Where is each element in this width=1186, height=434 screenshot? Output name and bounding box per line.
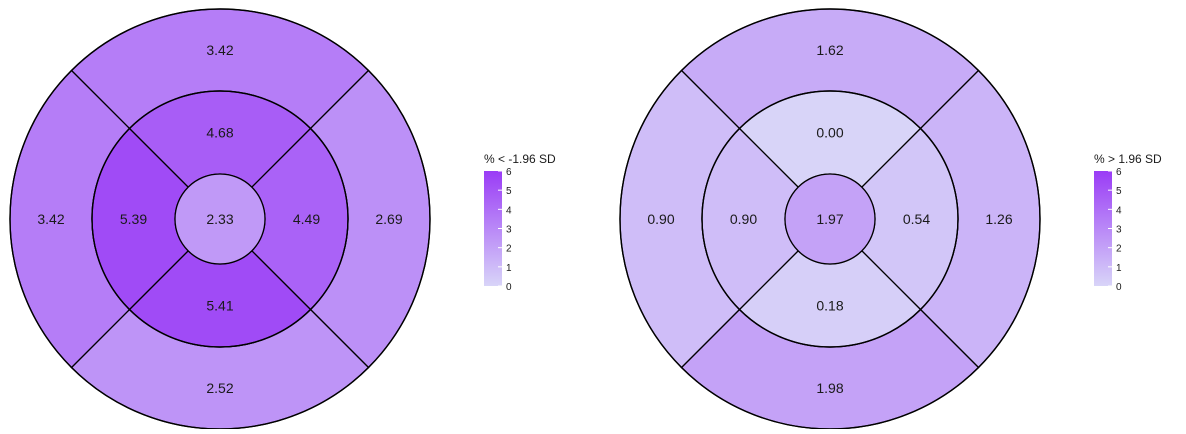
label-inner-left: 5.39 (120, 211, 147, 227)
label-outer-left: 0.90 (647, 211, 674, 227)
inner-ring-outline (91, 90, 349, 348)
right-legend-title: % > 1.96 SD (1094, 152, 1162, 166)
inner-ring-outline (701, 90, 959, 348)
legend-tick-label: 6 (506, 167, 512, 178)
legend-colorbar (484, 171, 502, 286)
left-color-legend: % < -1.96 SD 6 5 4 3 2 1 0 (484, 152, 556, 293)
label-outer-bottom: 2.52 (206, 380, 233, 396)
legend-tick-label: 0 (506, 282, 512, 293)
label-center: 1.97 (816, 211, 843, 227)
legend-tick-label: 5 (506, 186, 512, 197)
legend-tick-label: 1 (1116, 263, 1122, 274)
legend-tick-label: 6 (1116, 167, 1122, 178)
label-center: 2.33 (206, 211, 233, 227)
legend-tick-label: 4 (1116, 205, 1122, 216)
label-outer-right: 2.69 (375, 211, 402, 227)
label-outer-left: 3.42 (37, 211, 64, 227)
label-outer-right: 1.26 (985, 211, 1012, 227)
legend-tick-label: 5 (1116, 186, 1122, 197)
legend-tick-label: 1 (506, 263, 512, 274)
legend-tick-label: 3 (506, 225, 512, 236)
left-legend-title: % < -1.96 SD (484, 152, 556, 166)
label-inner-top: 4.68 (206, 125, 233, 141)
right-color-legend: % > 1.96 SD 6 5 4 3 2 1 0 (1094, 152, 1162, 293)
legend-tick-label: 0 (1116, 282, 1122, 293)
legend-tick-label: 2 (506, 244, 512, 255)
label-outer-bottom: 1.98 (816, 380, 843, 396)
segment-center (174, 173, 266, 265)
right-bullseye-chart: 1.62 1.26 1.98 0.90 0.00 0.54 0.18 0.90 1.97 (619, 8, 1041, 430)
legend-tick-label: 4 (506, 205, 512, 216)
legend-tick-label: 3 (1116, 225, 1122, 236)
label-inner-bottom: 0.18 (816, 298, 843, 314)
label-outer-top: 3.42 (206, 42, 233, 58)
label-inner-right: 4.49 (293, 211, 320, 227)
legend-tick-label: 2 (1116, 244, 1122, 255)
left-bullseye-chart: 3.42 2.69 2.52 3.42 4.68 4.49 5.41 5.39 2.33 (9, 8, 431, 430)
label-inner-bottom: 5.41 (206, 298, 233, 314)
label-inner-left: 0.90 (730, 211, 757, 227)
label-inner-top: 0.00 (816, 125, 843, 141)
label-inner-right: 0.54 (903, 211, 930, 227)
segment-center (784, 173, 876, 265)
legend-colorbar (1094, 171, 1112, 286)
label-outer-top: 1.62 (816, 42, 843, 58)
